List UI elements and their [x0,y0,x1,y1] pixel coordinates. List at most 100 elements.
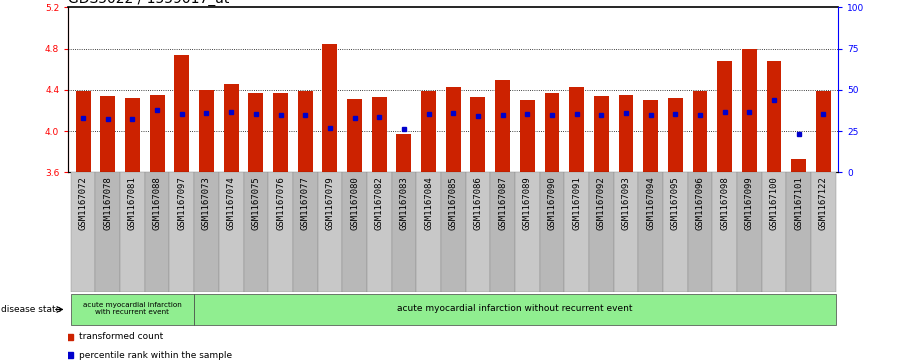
Text: GSM1167094: GSM1167094 [646,176,655,230]
Text: GSM1167099: GSM1167099 [745,176,753,230]
Bar [643,100,658,172]
Bar [811,172,835,292]
Text: GSM1167093: GSM1167093 [621,176,630,230]
Text: GSM1167077: GSM1167077 [301,176,310,230]
Bar [663,172,688,292]
Text: transformed count: transformed count [79,333,163,341]
Text: GSM1167095: GSM1167095 [670,176,680,230]
Text: GSM1167084: GSM1167084 [424,176,433,230]
Bar [742,49,757,172]
Text: GSM1167085: GSM1167085 [449,176,457,230]
Bar [445,87,461,172]
Text: GSM1167076: GSM1167076 [276,176,285,230]
Bar [96,172,120,292]
Text: GSM1167092: GSM1167092 [597,176,606,230]
Bar [396,134,411,172]
Bar [466,172,490,292]
Bar [619,95,633,172]
Text: GSM1167122: GSM1167122 [819,176,828,230]
Bar [737,172,762,292]
Bar [169,172,194,292]
Bar [249,93,263,172]
Text: GSM1167100: GSM1167100 [770,176,779,230]
Bar [292,172,318,292]
Bar [470,97,486,172]
Bar [639,172,663,292]
Bar [100,96,115,172]
Bar [318,172,343,292]
Bar [347,99,362,172]
Bar [416,172,441,292]
Bar [792,159,806,172]
Bar [515,172,539,292]
Bar [816,91,831,172]
Text: acute myocardial infarction without recurrent event: acute myocardial infarction without recu… [397,304,632,313]
Bar [149,95,165,172]
Text: GSM1167090: GSM1167090 [548,176,557,230]
Bar [564,172,589,292]
Text: GDS5022 / 1559017_at: GDS5022 / 1559017_at [68,0,230,6]
Text: GSM1167101: GSM1167101 [794,176,804,230]
Bar [367,172,392,292]
Bar [268,172,292,292]
Bar [219,172,243,292]
Bar [145,172,169,292]
Bar [421,91,436,172]
Text: GSM1167081: GSM1167081 [128,176,137,230]
Bar [520,100,535,172]
Bar [496,79,510,172]
Text: GSM1167073: GSM1167073 [202,176,211,230]
Bar [786,172,811,292]
Bar [692,91,707,172]
Bar [194,294,835,325]
Text: GSM1167097: GSM1167097 [178,176,187,230]
Bar [273,93,288,172]
Text: GSM1167072: GSM1167072 [78,176,87,230]
Bar [372,97,386,172]
Text: GSM1167083: GSM1167083 [399,176,408,230]
Bar [298,91,312,172]
Bar [322,44,337,172]
Bar [71,294,194,325]
Bar [614,172,639,292]
Text: GSM1167091: GSM1167091 [572,176,581,230]
Text: GSM1167089: GSM1167089 [523,176,532,230]
Bar [490,172,515,292]
Bar [688,172,712,292]
Text: GSM1167075: GSM1167075 [251,176,261,230]
Bar [589,172,614,292]
Bar [194,172,219,292]
Text: disease state: disease state [1,305,61,314]
Bar [594,96,609,172]
Text: GSM1167082: GSM1167082 [374,176,384,230]
Text: GSM1167098: GSM1167098 [720,176,729,230]
Text: GSM1167087: GSM1167087 [498,176,507,230]
Text: GSM1167086: GSM1167086 [474,176,483,230]
Bar [76,91,90,172]
Bar [717,61,732,172]
Bar [545,93,559,172]
Text: GSM1167078: GSM1167078 [103,176,112,230]
Bar [762,172,786,292]
Bar [668,98,682,172]
Bar [712,172,737,292]
Text: percentile rank within the sample: percentile rank within the sample [79,351,232,359]
Bar [71,172,96,292]
Bar [243,172,268,292]
Bar [539,172,564,292]
Text: GSM1167080: GSM1167080 [350,176,359,230]
Bar [343,172,367,292]
Bar [441,172,466,292]
Text: GSM1167088: GSM1167088 [153,176,161,230]
Bar [569,87,584,172]
Text: acute myocardial infarction
with recurrent event: acute myocardial infarction with recurre… [83,302,182,315]
Bar [174,55,189,172]
Bar [766,61,782,172]
Bar [392,172,416,292]
Bar [120,172,145,292]
Bar [125,98,140,172]
Bar [224,83,239,172]
Text: GSM1167096: GSM1167096 [695,176,704,230]
Bar [200,90,214,172]
Text: GSM1167079: GSM1167079 [325,176,334,230]
